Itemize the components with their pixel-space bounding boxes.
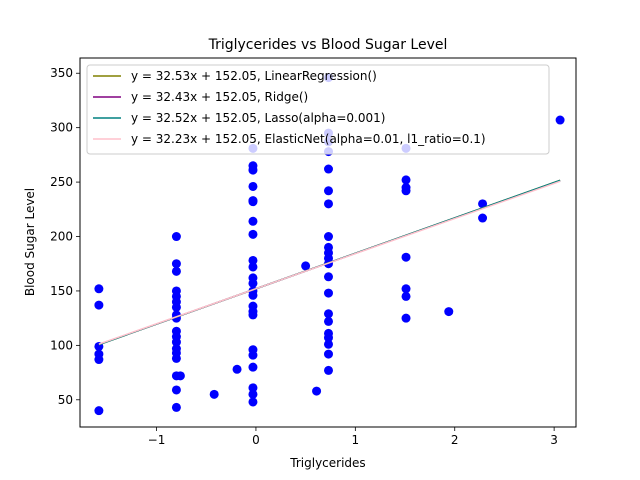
data-point [401, 186, 411, 196]
y-tick-label: 250 [50, 175, 73, 189]
data-point [248, 197, 258, 207]
legend-label: y = 32.53x + 152.05, LinearRegression() [131, 69, 377, 83]
data-point [478, 213, 488, 223]
data-point [323, 272, 333, 282]
data-point [248, 278, 258, 288]
data-point [401, 284, 411, 294]
data-point [171, 353, 181, 363]
y-tick-label: 350 [50, 66, 73, 80]
data-point [323, 288, 333, 298]
data-point [248, 255, 258, 265]
data-point [323, 164, 333, 174]
x-tick-label: 2 [451, 433, 459, 447]
y-axis-label: Blood Sugar Level [23, 188, 37, 296]
data-point [175, 371, 185, 381]
regression-lines-layer [98, 179, 561, 346]
data-point [232, 364, 242, 374]
data-point [323, 309, 333, 319]
data-point [94, 284, 104, 294]
regression-line [98, 180, 561, 345]
data-point [323, 339, 333, 349]
data-point [248, 383, 258, 393]
data-point [401, 291, 411, 301]
data-point [171, 385, 181, 395]
legend-label: y = 32.43x + 152.05, Ridge() [131, 90, 308, 104]
data-point [171, 402, 181, 412]
y-tick-label: 150 [50, 284, 73, 298]
data-point [323, 349, 333, 359]
data-point [323, 365, 333, 375]
y-tick-label: 50 [58, 393, 73, 407]
data-point [171, 266, 181, 276]
data-point [248, 229, 258, 239]
data-point [248, 165, 258, 175]
legend: y = 32.53x + 152.05, LinearRegression() y… [86, 64, 550, 155]
data-point [248, 389, 258, 399]
data-point [323, 199, 333, 209]
data-point [555, 115, 565, 125]
data-point [323, 232, 333, 242]
chart-title: Triglycerides vs Blood Sugar Level [208, 37, 448, 53]
data-point [301, 261, 311, 271]
data-point [171, 302, 181, 312]
y-tick-label: 300 [50, 121, 73, 135]
data-point [323, 316, 333, 326]
data-point [444, 307, 454, 317]
plot-frame [79, 57, 577, 428]
legend-box [86, 64, 550, 155]
data-point [478, 199, 488, 209]
x-tick-label: 1 [352, 433, 360, 447]
data-point [209, 389, 219, 399]
data-point [248, 262, 258, 272]
data-point [94, 300, 104, 310]
data-point [248, 350, 258, 360]
x-axis-label: Triglycerides [289, 456, 365, 470]
y-tick-label: 200 [50, 230, 73, 244]
data-point [248, 362, 258, 372]
data-point [323, 333, 333, 343]
x-tick-label: −1 [148, 433, 166, 447]
legend-label: y = 32.23x + 152.05, ElasticNet(alpha=0.… [131, 132, 486, 146]
data-point [401, 313, 411, 323]
data-point [171, 232, 181, 242]
data-point [312, 386, 322, 396]
data-point [94, 355, 104, 365]
y-tick-label: 100 [50, 338, 73, 352]
data-point [401, 252, 411, 262]
data-point [248, 216, 258, 226]
data-point [94, 406, 104, 416]
data-point [248, 397, 258, 407]
data-point [401, 175, 411, 185]
x-tick-label: 0 [252, 433, 260, 447]
data-point [323, 186, 333, 196]
x-tick-label: 3 [550, 433, 558, 447]
data-point [248, 310, 258, 320]
data-point [248, 181, 258, 191]
legend-label: y = 32.52x + 152.05, Lasso(alpha=0.001) [131, 111, 385, 125]
data-point [171, 259, 181, 269]
data-point [171, 337, 181, 347]
data-point [248, 290, 258, 300]
